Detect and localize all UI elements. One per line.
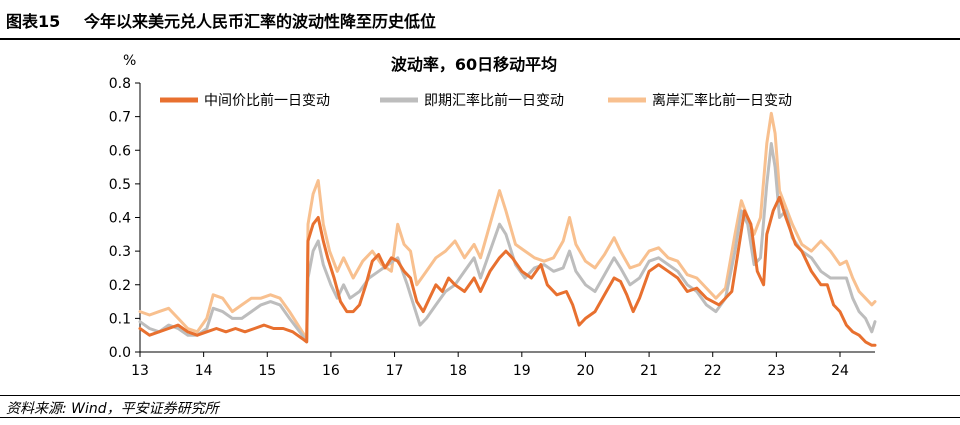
- figure-number: 图表15: [6, 12, 61, 31]
- legend-label-0: 中间价比前一日变动: [204, 92, 330, 109]
- x-tick-label: 20: [577, 363, 595, 379]
- x-tick-label: 24: [831, 363, 849, 379]
- series-line-0: [138, 195, 877, 347]
- x-tick-label: 22: [704, 363, 722, 379]
- series-line-2: [138, 111, 877, 341]
- series-lines: [138, 111, 877, 347]
- legend-label-2: 离岸汇率比前一日变动: [652, 92, 792, 109]
- y-tick-label: 0.2: [109, 278, 131, 294]
- y-tick-label: 0.7: [109, 110, 131, 126]
- y-tick-label: 0.6: [109, 143, 131, 159]
- x-tick-label: 17: [386, 363, 404, 379]
- legend: 中间价比前一日变动 即期汇率比前一日变动 离岸汇率比前一日变动: [160, 92, 792, 109]
- y-tick-label: 0.0: [109, 345, 131, 361]
- y-tick-label: 0.4: [109, 211, 131, 227]
- legend-label-1: 即期汇率比前一日变动: [424, 92, 564, 109]
- y-axis-unit-label: %: [123, 53, 136, 69]
- y-axis: 0.0 0.1 0.2 0.3 0.4 0.5 0.6 0.7 0.8: [109, 76, 141, 361]
- x-tick-label: 13: [131, 363, 149, 379]
- source-note: 资料来源: Wind，平安证券研究所: [6, 401, 219, 417]
- x-tick-label: 18: [449, 363, 467, 379]
- chart-title: 波动率，60日移动平均: [391, 55, 557, 74]
- x-tick-label: 16: [322, 363, 340, 379]
- x-tick-label: 14: [195, 363, 213, 379]
- x-tick-label: 21: [640, 363, 658, 379]
- y-tick-label: 0.3: [109, 244, 131, 260]
- x-tick-label: 19: [513, 363, 531, 379]
- volatility-line-chart: 波动率，60日移动平均 % 0.00.10.20.30.40.50.60.70.…: [109, 53, 877, 379]
- header-rule: [0, 38, 960, 40]
- y-tick-label: 0.1: [109, 311, 131, 327]
- footer-rule-bottom: [0, 417, 960, 418]
- figure-header: 图表15 今年以来美元兑人民币汇率的波动性降至历史低位: [0, 0, 960, 40]
- footer-rule: [0, 395, 960, 396]
- y-tick-label: 0.5: [109, 177, 131, 193]
- x-tick-label: 15: [258, 363, 276, 379]
- figure-title: 今年以来美元兑人民币汇率的波动性降至历史低位: [84, 12, 437, 31]
- x-tick-label: 23: [767, 363, 785, 379]
- x-axis: 13 14 15 16 17 18 19 20 21 22 23 24: [131, 351, 875, 379]
- y-tick-label: 0.8: [109, 76, 131, 92]
